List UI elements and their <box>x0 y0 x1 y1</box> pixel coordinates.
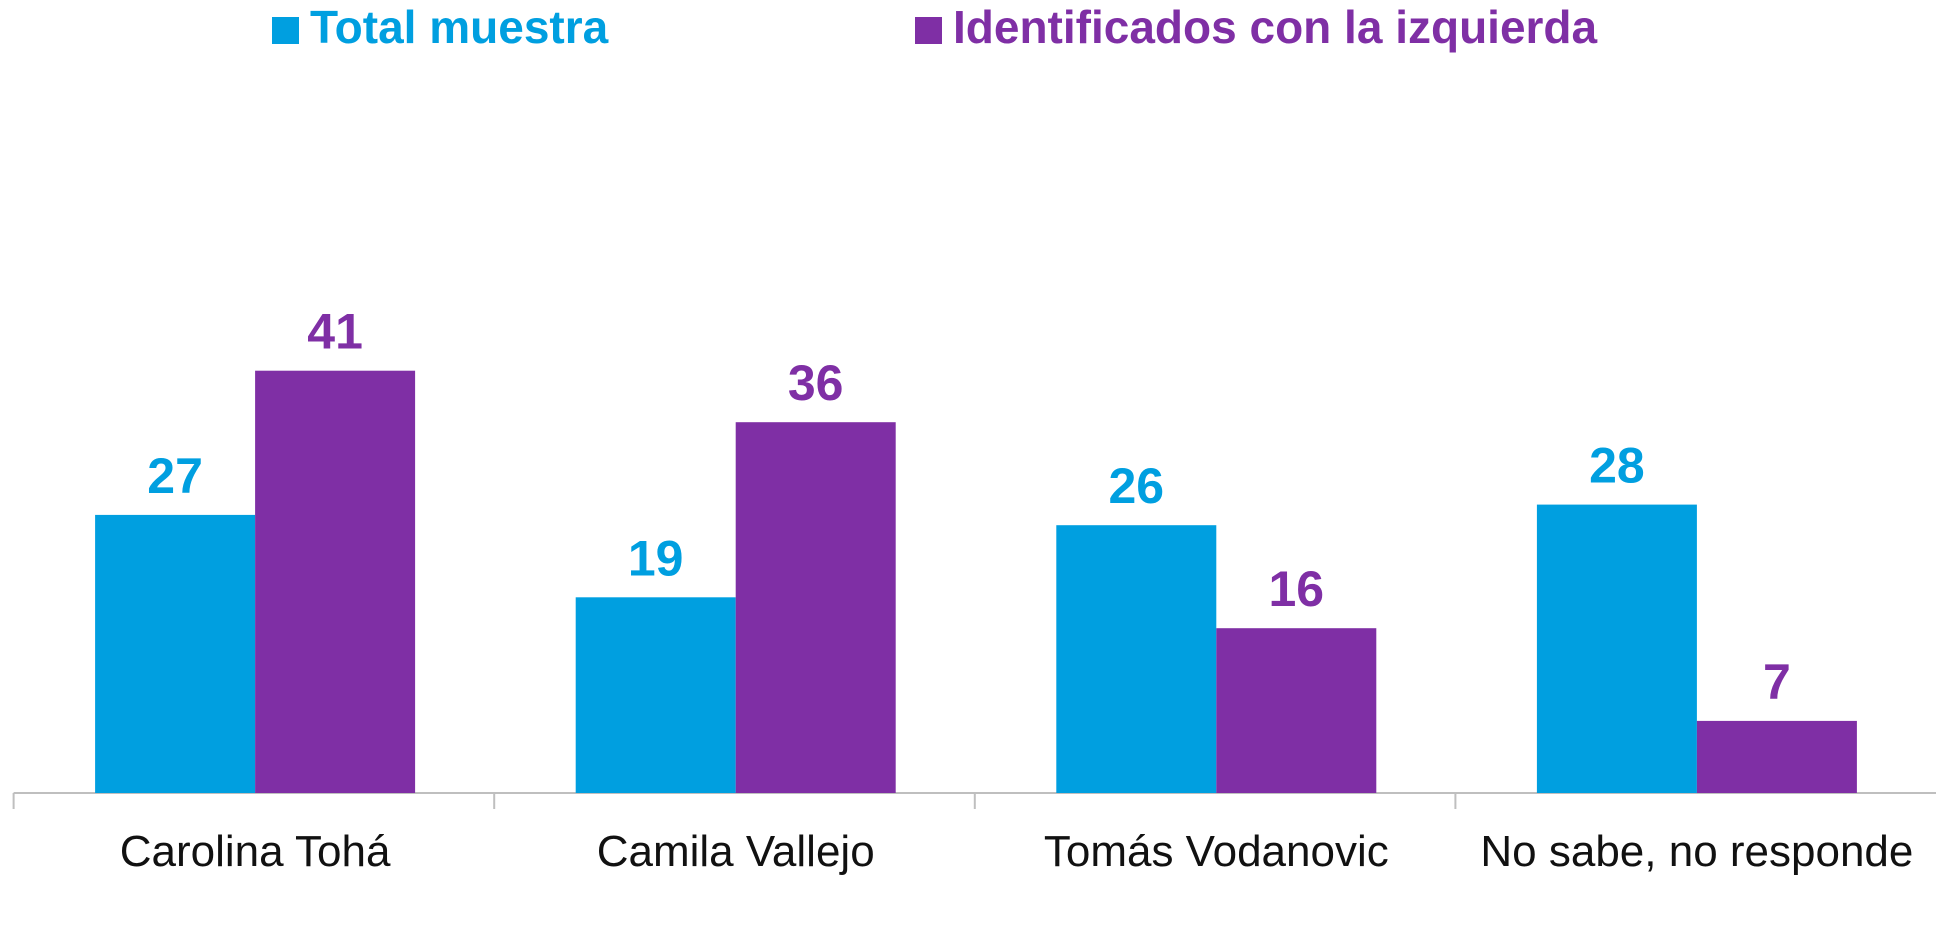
value-label: 28 <box>1589 438 1645 494</box>
bar <box>255 370 416 793</box>
value-label: 26 <box>1108 458 1164 514</box>
value-label: 41 <box>307 304 363 360</box>
legend-label: Total muestra <box>310 1 609 53</box>
category-label: Tomás Vodanovic <box>1043 827 1389 876</box>
bar <box>575 597 736 793</box>
bar <box>735 422 896 793</box>
category-label: Camila Vallejo <box>596 827 875 876</box>
bar <box>1536 504 1697 793</box>
bar <box>95 514 256 793</box>
category-label: Carolina Tohá <box>119 827 391 876</box>
value-label: 19 <box>628 530 684 586</box>
value-label: 27 <box>147 448 203 504</box>
bar <box>1216 628 1377 793</box>
legend-swatch <box>915 17 942 44</box>
value-label: 36 <box>788 355 844 411</box>
value-label: 7 <box>1763 654 1791 710</box>
category-label: No sabe, no responde <box>1480 827 1914 876</box>
value-label: 16 <box>1268 561 1324 617</box>
legend-swatch <box>272 17 299 44</box>
bar <box>1696 720 1857 793</box>
legend-label: Identificados con la izquierda <box>953 1 1598 53</box>
bar <box>1056 525 1217 793</box>
